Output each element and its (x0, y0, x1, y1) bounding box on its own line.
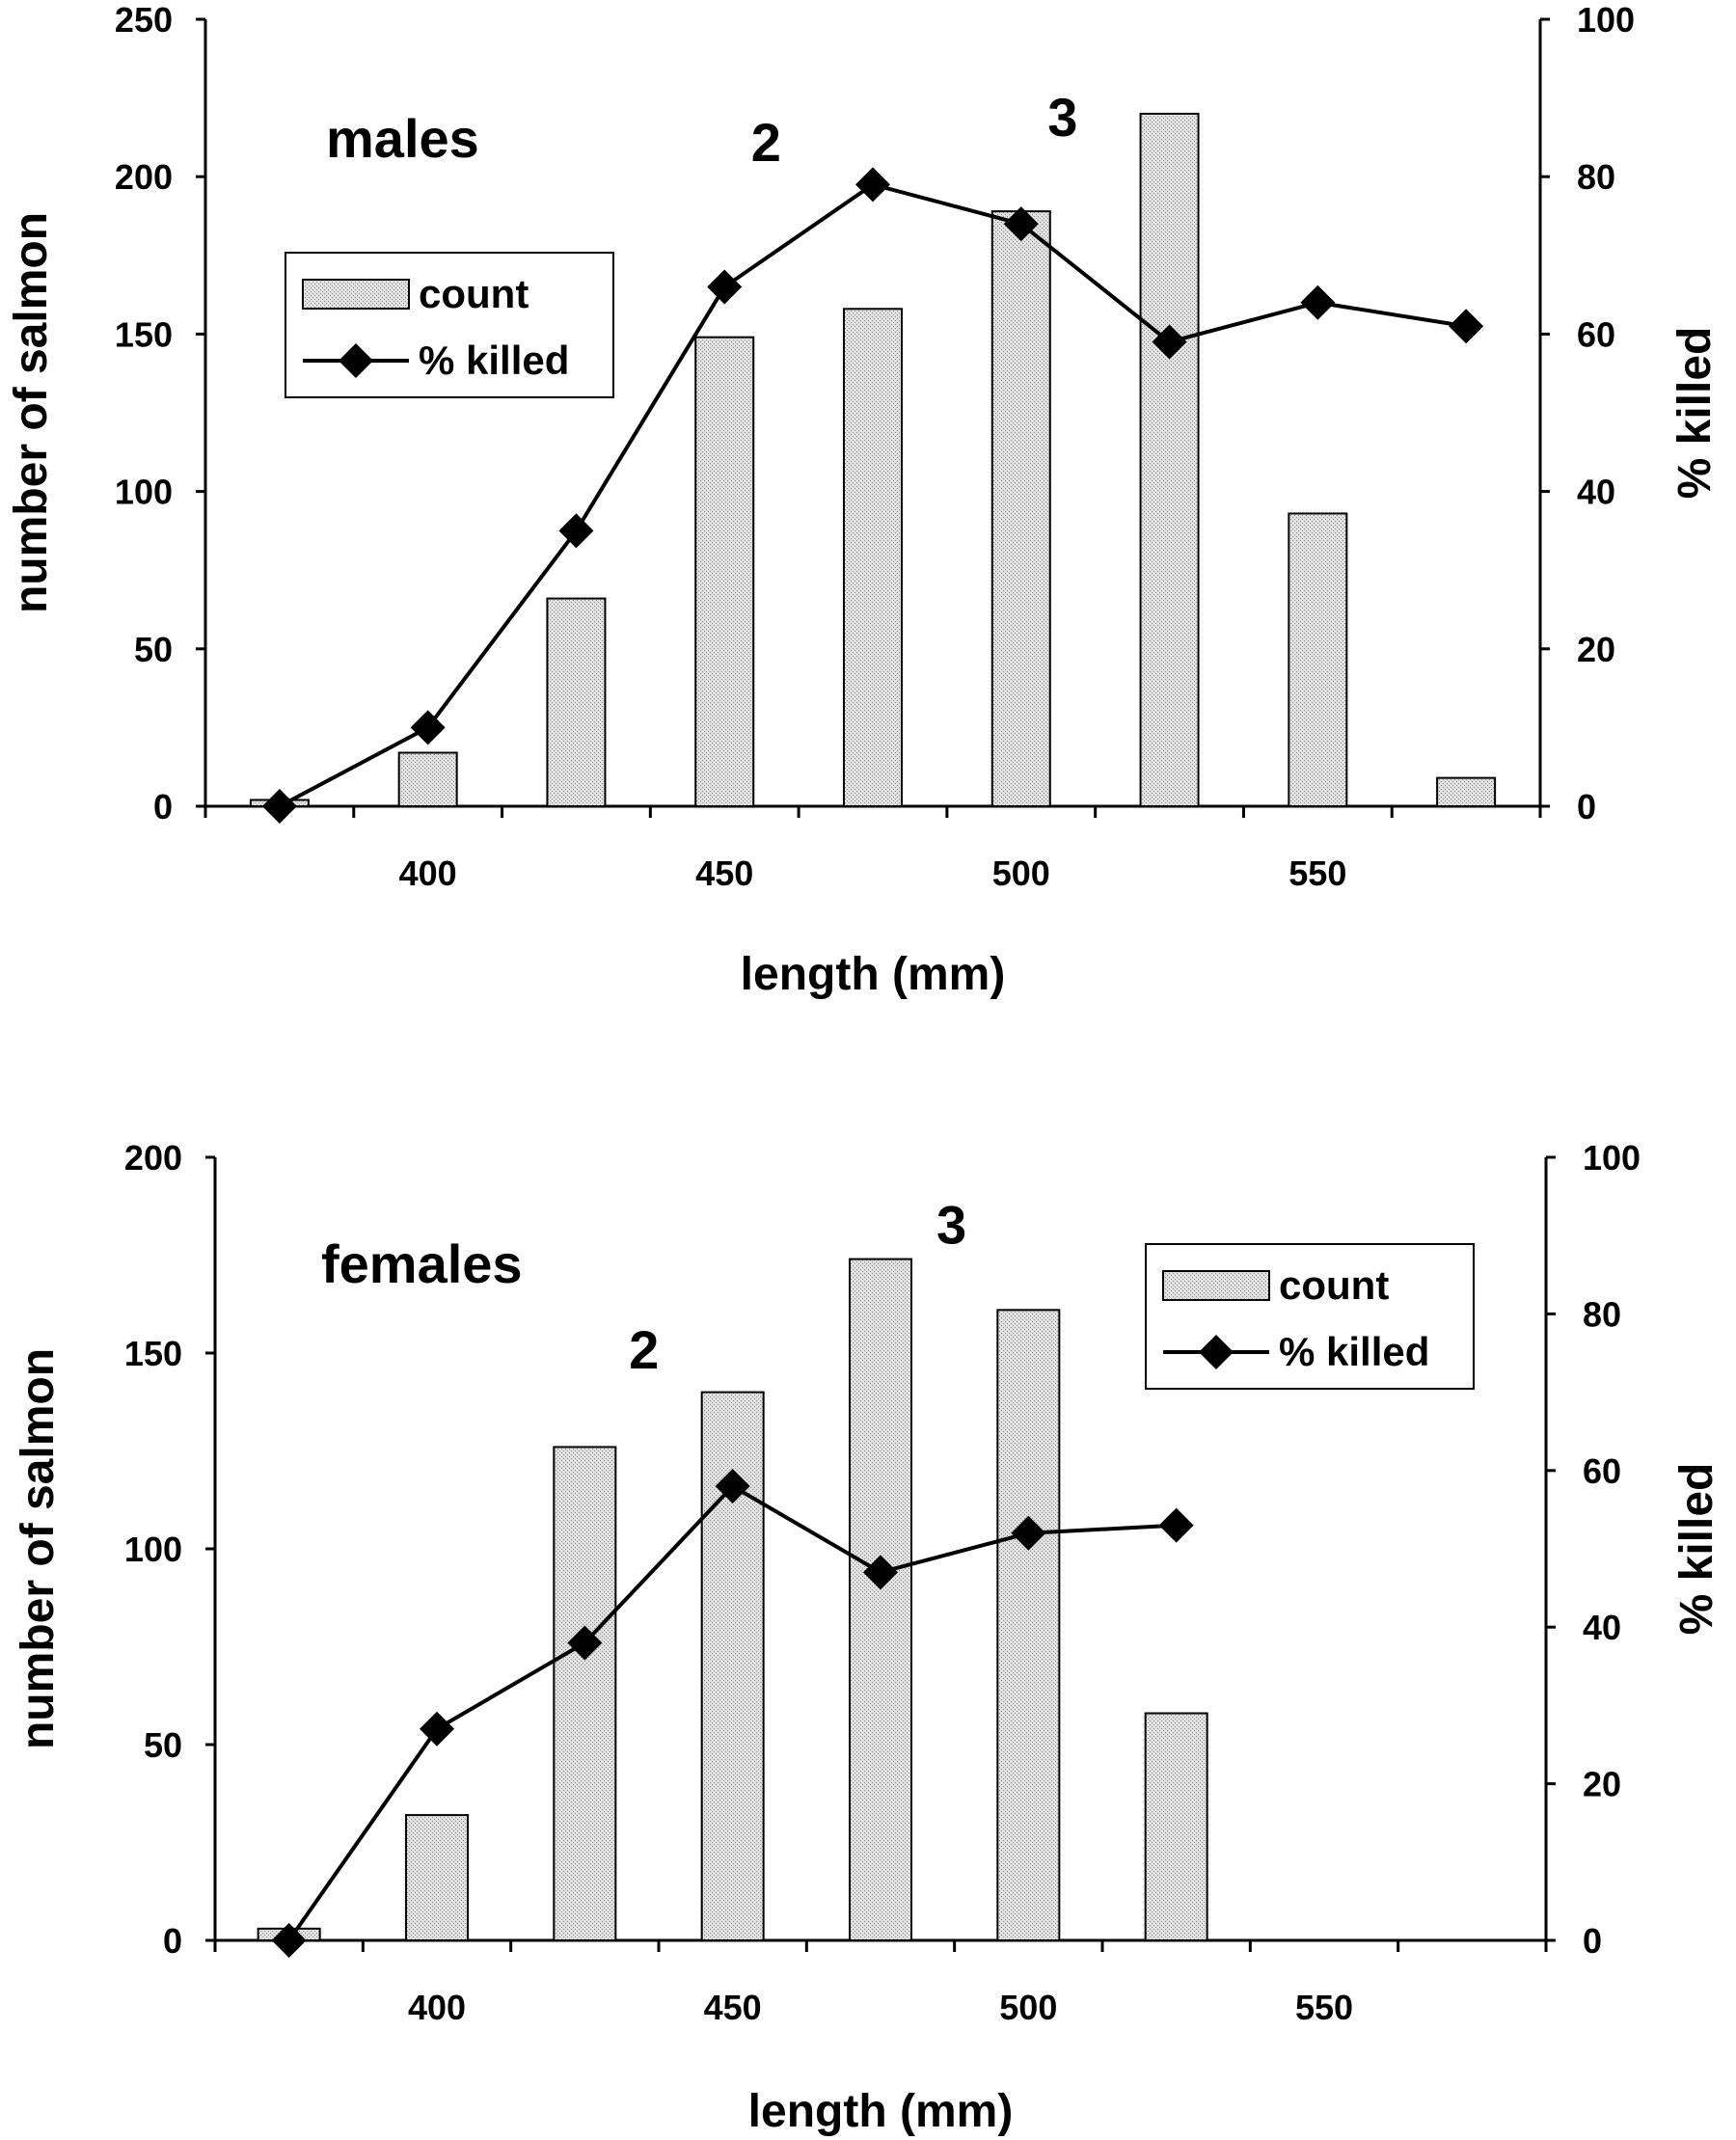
count-bar (546, 597, 607, 807)
legend-count-swatch (302, 279, 410, 310)
right-tick-label: 40 (1583, 1608, 1621, 1647)
killed-point (558, 513, 594, 549)
right-tick-label: 60 (1577, 314, 1615, 354)
right-tick-label: 80 (1583, 1294, 1621, 1334)
killed-point (855, 167, 890, 203)
count-bar (996, 1309, 1061, 1941)
count-bar (849, 1258, 912, 1942)
count-bar (694, 336, 755, 807)
y2-axis-title: % killed (1669, 327, 1721, 500)
legend-killed-label: % killed (419, 338, 569, 383)
females-panel: 0 50 100 150 200 0 20 40 60 80 100 400 450 500 550 fema… (13, 1138, 1722, 2137)
killed-point (1300, 284, 1336, 320)
x-tick-label: 400 (399, 853, 457, 893)
left-tick-label: 0 (163, 1921, 182, 1961)
left-tick-label: 50 (144, 1725, 182, 1765)
right-tick-label: 100 (1583, 1138, 1641, 1178)
x-tick-label: 500 (992, 853, 1050, 893)
killed-point (1152, 324, 1187, 360)
x-axis-title: length (mm) (748, 2086, 1014, 2137)
count-bar (1436, 776, 1497, 808)
killed-point (1158, 1507, 1194, 1543)
right-tick-label: 0 (1577, 787, 1596, 826)
right-tick-label: 20 (1583, 1765, 1621, 1804)
left-tick-label: 100 (115, 473, 173, 512)
age-annotation: 2 (751, 112, 781, 173)
killed-point (410, 710, 446, 745)
legend-box (1145, 1243, 1475, 1390)
killed-point (567, 1625, 603, 1661)
left-tick-label: 50 (134, 630, 173, 669)
x-axis-title: length (mm) (741, 949, 1006, 1000)
count-bar (1144, 1712, 1208, 1942)
left-tick-label: 200 (115, 157, 173, 197)
y-axis-title: number of salmon (13, 1348, 64, 1749)
males-panel: 0 50 100 150 200 250 0 20 40 60 80 100 400 450 500 550 m… (6, 0, 1721, 1000)
count-bar (1288, 512, 1348, 807)
killed-point (715, 1469, 750, 1504)
count-bar (405, 1814, 469, 1941)
killed-point (707, 269, 743, 305)
right-tick-label: 0 (1583, 1921, 1602, 1961)
right-tick-label: 60 (1583, 1451, 1621, 1491)
legend-box (285, 252, 614, 398)
count-bar (843, 308, 903, 807)
killed-point (271, 1923, 307, 1958)
x-tick-label: 550 (1288, 853, 1346, 893)
right-tick-label: 20 (1577, 630, 1615, 669)
killed-point (863, 1555, 898, 1590)
age-annotation: 3 (1047, 87, 1077, 148)
left-tick-label: 150 (124, 1334, 182, 1373)
left-tick-label: 200 (124, 1138, 182, 1178)
legend-killed-label: % killed (1279, 1329, 1429, 1374)
killed-point (1449, 309, 1484, 344)
right-tick-label: 100 (1577, 0, 1635, 40)
left-tick-label: 150 (115, 314, 173, 354)
killed-point (1011, 1515, 1046, 1551)
count-bar (990, 210, 1051, 807)
x-tick-label: 450 (695, 853, 753, 893)
count-bar (397, 751, 458, 808)
right-tick-label: 40 (1577, 473, 1615, 512)
count-bar (553, 1446, 617, 1941)
left-tick-label: 100 (124, 1530, 182, 1569)
legend-killed-marker (1199, 1335, 1234, 1369)
killed-point (1003, 206, 1039, 242)
legend-count-label: count (1279, 1262, 1389, 1308)
x-tick-label: 400 (408, 1988, 466, 2027)
age-annotation: 3 (936, 1194, 966, 1255)
count-bar (1139, 112, 1200, 808)
x-tick-label: 450 (704, 1988, 762, 2027)
right-tick-label: 80 (1577, 157, 1615, 197)
left-tick-label: 250 (115, 0, 173, 40)
legend-count-label: count (419, 271, 529, 316)
killed-point (420, 1711, 454, 1747)
left-tick-label: 0 (153, 787, 173, 826)
age-annotation: 2 (629, 1319, 659, 1380)
panel-label: females (321, 1233, 523, 1294)
y-axis-title: number of salmon (6, 212, 57, 613)
x-tick-label: 550 (1295, 1988, 1353, 2027)
panel-label: males (326, 108, 479, 169)
killed-point (261, 789, 297, 824)
x-tick-label: 500 (999, 1988, 1057, 2027)
y2-axis-title: % killed (1671, 1463, 1722, 1636)
legend-killed-marker (339, 343, 373, 378)
legend-count-swatch (1162, 1270, 1270, 1301)
